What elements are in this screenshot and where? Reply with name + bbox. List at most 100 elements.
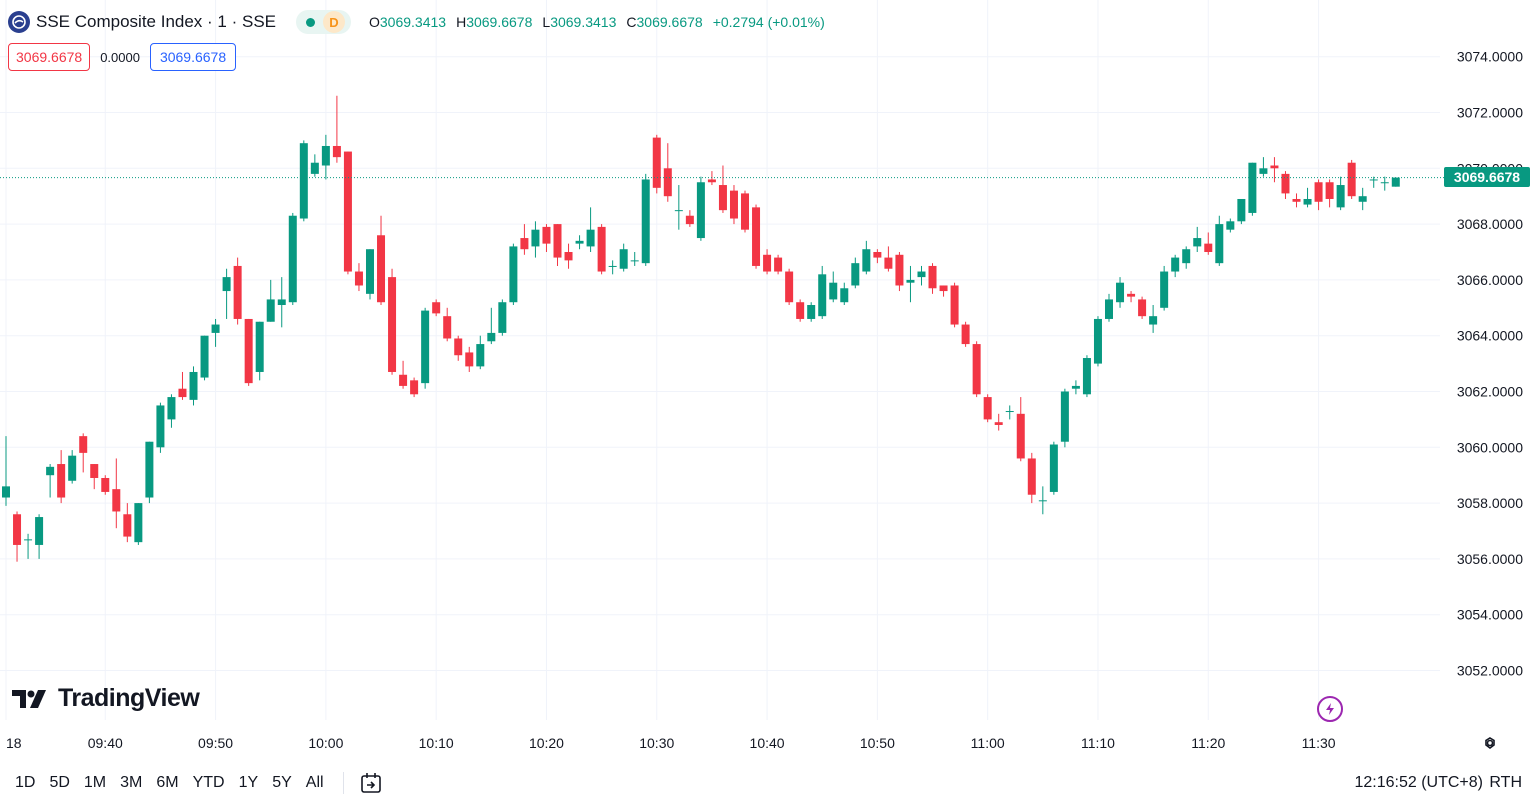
- candle: [421, 307, 430, 389]
- range-1m[interactable]: 1M: [83, 774, 107, 791]
- chart-header: SSE Composite Index · 1 · SSE D O3069.34…: [0, 0, 1440, 44]
- buy-price-button[interactable]: 3069.6678: [149, 43, 237, 71]
- candle: [520, 224, 529, 255]
- candle-body: [796, 302, 805, 319]
- candle: [1391, 177, 1400, 187]
- grid-lines: [0, 0, 1440, 720]
- candle: [277, 277, 286, 328]
- time-tick-label: 11:30: [1302, 735, 1336, 751]
- candle-body: [1149, 316, 1158, 325]
- candle-body: [718, 185, 727, 211]
- candle-body: [68, 455, 77, 481]
- candle: [652, 134, 661, 194]
- candle-body: [112, 489, 121, 512]
- candle-body: [1005, 411, 1014, 413]
- time-tick-label: 10:40: [750, 735, 785, 751]
- candle-body: [1358, 196, 1367, 202]
- symbol-title[interactable]: SSE Composite Index · 1 · SSE: [36, 12, 276, 31]
- sell-price-button[interactable]: 3069.6678: [8, 43, 91, 71]
- candle-body: [432, 302, 441, 314]
- price-tick-label: 3072.0000: [1457, 105, 1523, 121]
- candle-body: [57, 464, 66, 498]
- candle-body: [553, 224, 562, 258]
- candle-body: [1369, 179, 1378, 181]
- candle-body: [1248, 162, 1257, 213]
- candle-body: [145, 441, 154, 498]
- range-1y[interactable]: 1Y: [238, 774, 259, 791]
- candle-body: [1314, 182, 1323, 202]
- candle-body: [1016, 413, 1025, 459]
- candles: [2, 95, 1400, 562]
- candle: [1060, 388, 1069, 448]
- candle-body: [895, 254, 904, 286]
- range-6m[interactable]: 6M: [156, 774, 179, 791]
- candle-body: [994, 422, 1003, 425]
- candle: [884, 246, 893, 272]
- candle: [950, 282, 959, 328]
- candle-body: [388, 277, 397, 372]
- candle: [829, 271, 838, 303]
- candle-body: [2, 486, 10, 498]
- candle: [222, 268, 231, 319]
- candle-body: [189, 371, 198, 400]
- candle-body: [377, 235, 386, 303]
- candle: [1314, 179, 1323, 211]
- range-3m[interactable]: 3M: [120, 774, 143, 791]
- range-5y[interactable]: 5Y: [272, 774, 292, 791]
- candle-body: [13, 514, 22, 545]
- range-5d[interactable]: 5D: [49, 774, 70, 791]
- calendar-goto-icon[interactable]: [359, 771, 383, 795]
- ohlc-open: O3069.3413: [369, 14, 447, 30]
- range-1d[interactable]: 1D: [15, 774, 36, 791]
- candle: [377, 215, 386, 306]
- candle-body: [983, 397, 992, 420]
- candle-body: [520, 238, 529, 250]
- candle-body: [652, 137, 661, 188]
- clock-timezone[interactable]: 12:16:52 (UTC+8): [1354, 774, 1483, 791]
- candle: [443, 307, 452, 342]
- candle: [476, 335, 485, 370]
- range-buttons: 1D 5D 1M 3M 6M YTD 1Y 5Y All: [15, 774, 338, 792]
- candle: [1071, 380, 1080, 395]
- session-button[interactable]: RTH: [1489, 774, 1522, 791]
- candle: [321, 134, 330, 180]
- candle-body: [1060, 391, 1069, 442]
- market-status[interactable]: D: [296, 10, 351, 34]
- candle: [1380, 176, 1389, 191]
- sse-logo-icon[interactable]: [8, 11, 30, 33]
- gear-icon[interactable]: [1480, 733, 1500, 753]
- candle: [1303, 187, 1312, 208]
- candle: [1325, 179, 1334, 208]
- candle-body: [46, 466, 55, 476]
- candle: [233, 257, 242, 325]
- candle-body: [90, 464, 99, 478]
- candle-body: [586, 229, 595, 247]
- price-chart[interactable]: 3074.00003072.00003070.00003068.00003066…: [0, 0, 1534, 766]
- candle-body: [608, 265, 617, 267]
- candle: [752, 204, 761, 269]
- tradingview-logo-icon: [12, 689, 46, 708]
- candle-body: [564, 252, 573, 261]
- candle-body: [1027, 458, 1036, 495]
- ohlc-change: +0.2794 (+0.01%): [712, 14, 825, 30]
- lightning-icon[interactable]: [1317, 696, 1343, 722]
- range-all[interactable]: All: [305, 774, 324, 791]
- candle-body: [1160, 271, 1169, 308]
- candle-body: [630, 260, 639, 262]
- tradingview-logo[interactable]: TradingView: [12, 684, 200, 713]
- candle-body: [807, 305, 816, 319]
- candle-body: [950, 285, 959, 325]
- candle: [1005, 405, 1014, 420]
- candle: [255, 321, 264, 381]
- candle: [1369, 176, 1378, 188]
- candle: [718, 165, 727, 213]
- range-ytd[interactable]: YTD: [192, 774, 225, 791]
- price-tick-label: 3054.0000: [1457, 607, 1523, 623]
- candle-body: [685, 215, 694, 225]
- candle: [961, 321, 970, 347]
- price-tick-label: 3052.0000: [1457, 663, 1523, 679]
- candle-body: [1049, 444, 1058, 492]
- bottom-toolbar: 1D 5D 1M 3M 6M YTD 1Y 5Y All 12:16:52 (U…: [0, 766, 1534, 800]
- candle: [1259, 157, 1268, 177]
- candle: [57, 450, 66, 504]
